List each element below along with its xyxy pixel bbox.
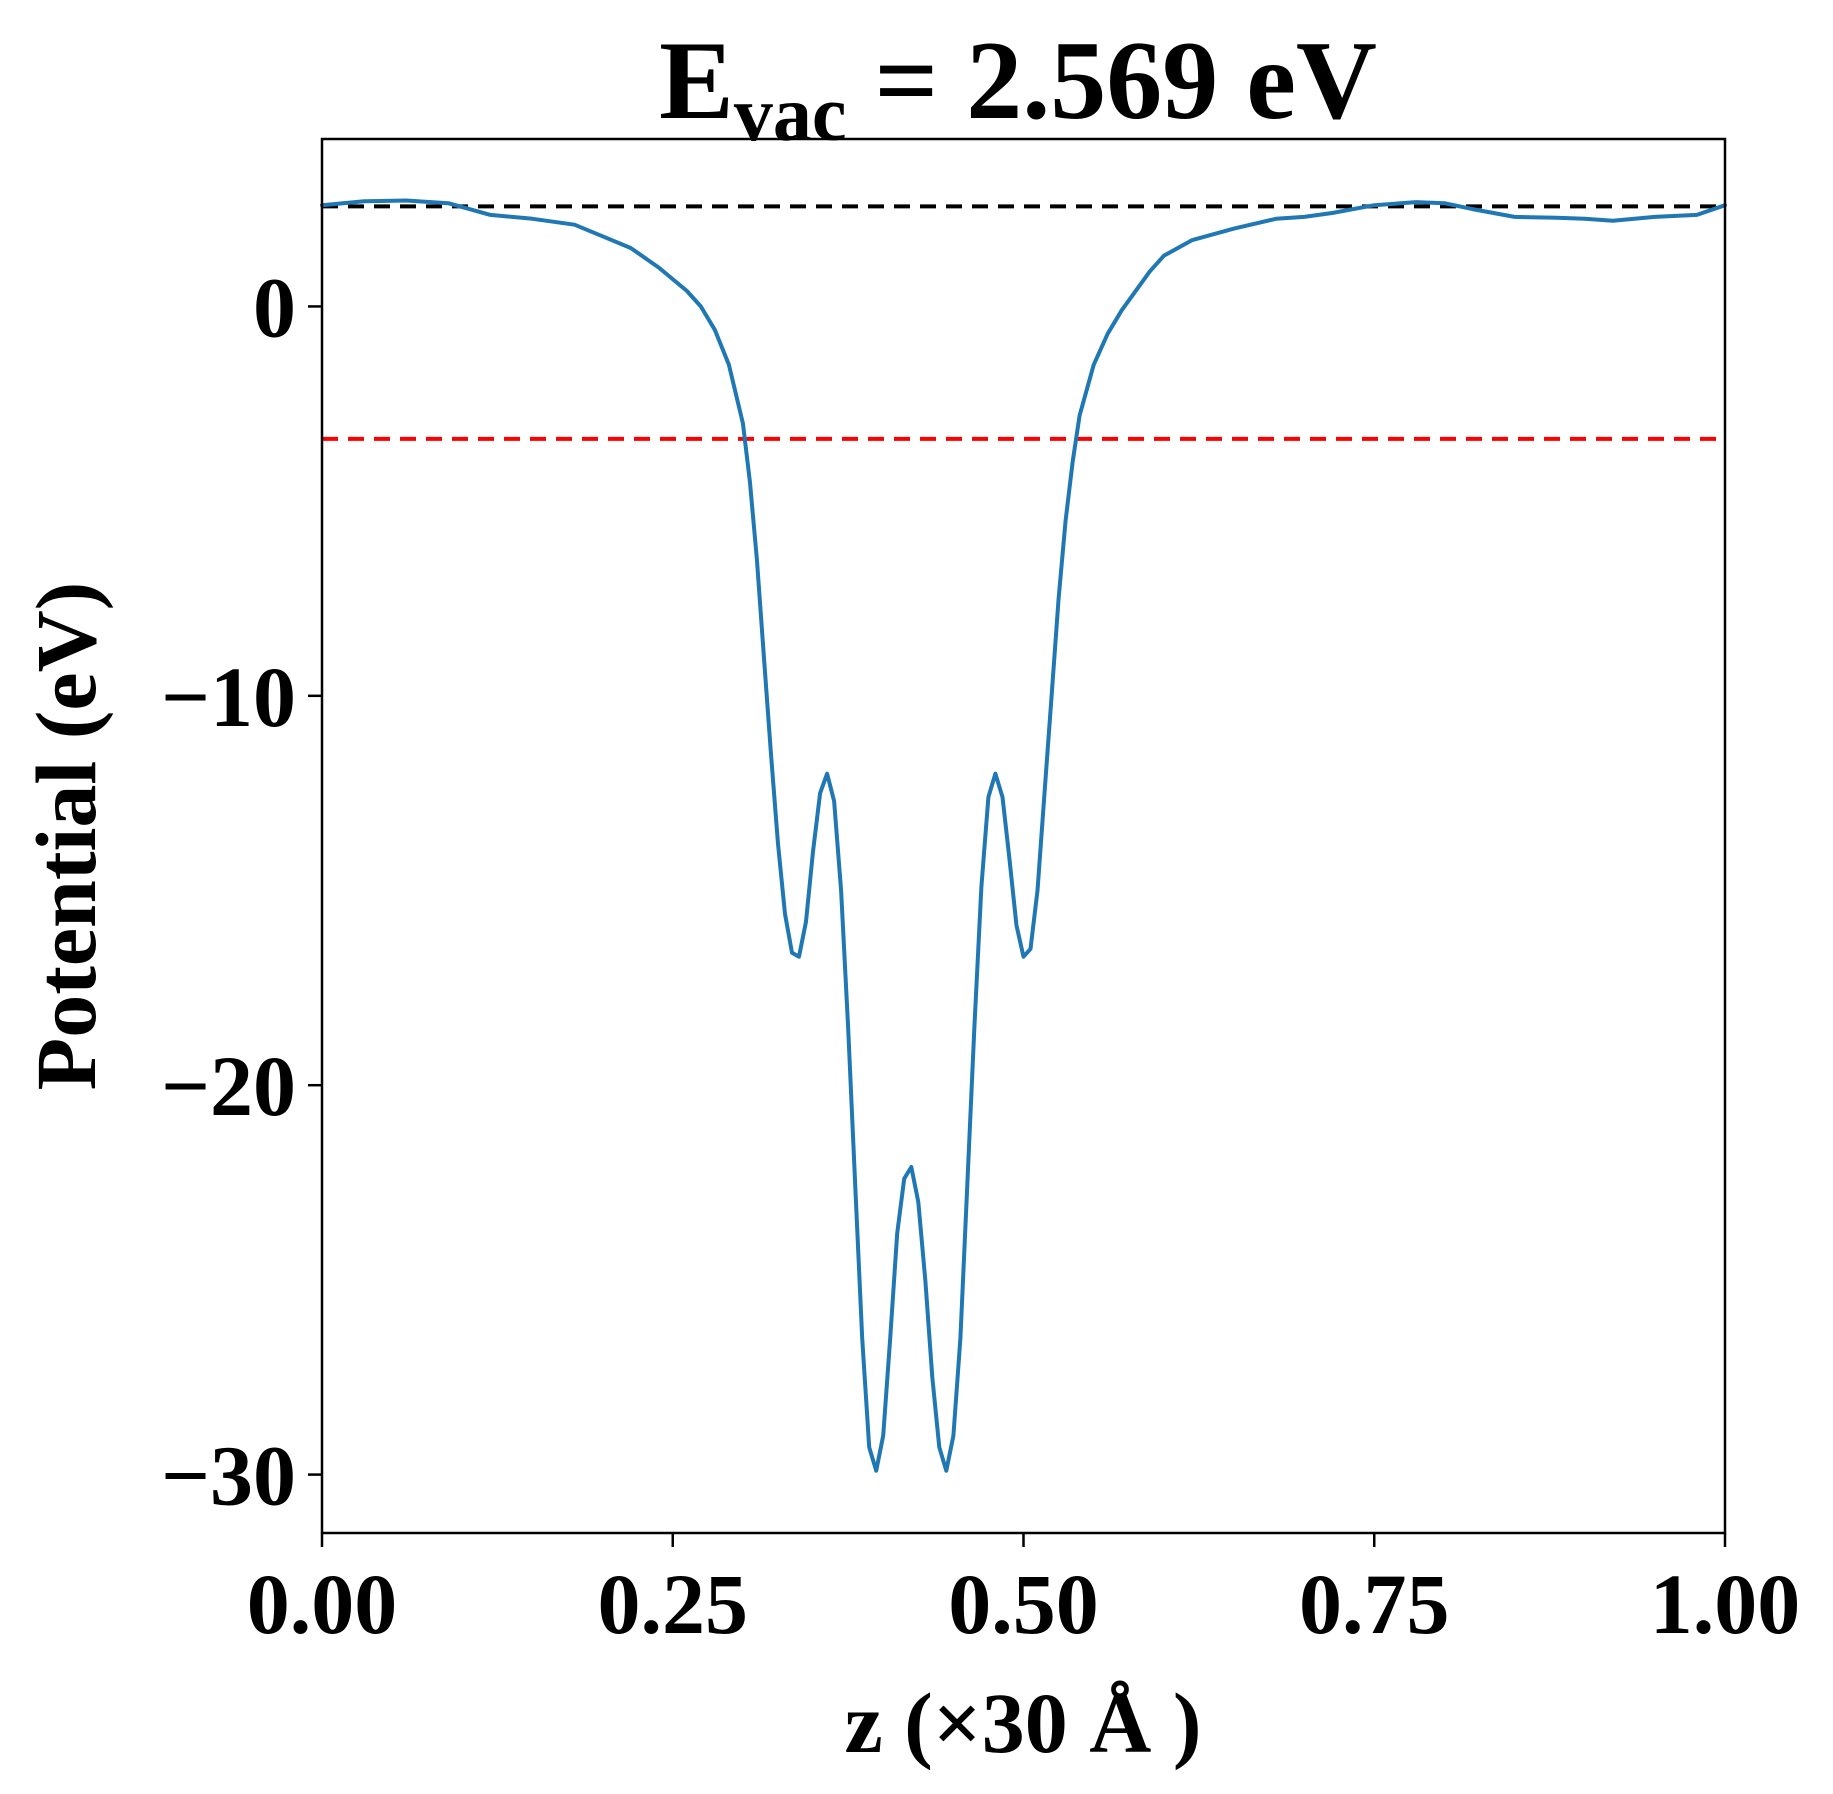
y-tick-label: −30 (161, 1428, 296, 1524)
chart-title: Evac = 2.569 eV (659, 19, 1377, 157)
chart-title-rest: = 2.569 eV (846, 19, 1376, 143)
chart-title-main: E (659, 19, 734, 143)
chart-title-subscript: vac (734, 70, 847, 157)
y-axis: 0 −10 −20 −30 (161, 259, 322, 1524)
x-tick-label: 1.00 (1650, 1556, 1801, 1652)
x-tick-label: 0.00 (247, 1556, 398, 1652)
y-axis-label: Potential (eV) (18, 582, 114, 1091)
x-axis-label: z (×30 Å ) (844, 1675, 1201, 1771)
x-tick-label: 0.50 (948, 1556, 1099, 1652)
axes-frame (320, 137, 1727, 1535)
x-tick-label: 0.75 (1299, 1556, 1450, 1652)
y-tick-label: −10 (161, 649, 296, 745)
plot-area (320, 198, 1727, 1473)
series-line-0 (320, 198, 1727, 1473)
y-tick-label: −20 (161, 1038, 296, 1134)
x-tick-label: 0.25 (598, 1556, 749, 1652)
y-tick-label: 0 (253, 259, 296, 355)
x-axis: 0.00 0.25 0.50 0.75 1.00 (247, 1533, 1801, 1652)
